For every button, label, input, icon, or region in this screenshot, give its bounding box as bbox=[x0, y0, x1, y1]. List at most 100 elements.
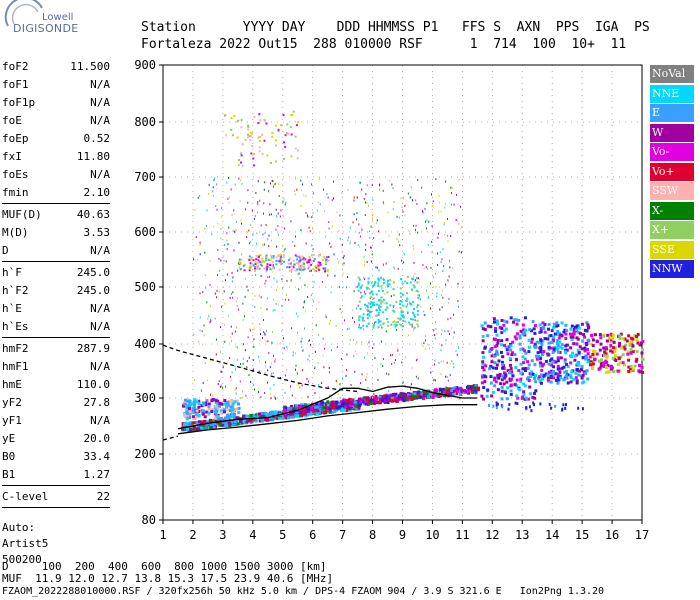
param-row: foEs N/A bbox=[2, 166, 110, 184]
echo-point bbox=[258, 370, 260, 373]
echo-point bbox=[399, 318, 402, 321]
echo-point bbox=[569, 335, 573, 339]
echo-point bbox=[239, 266, 241, 269]
echo-point bbox=[223, 402, 227, 406]
echo-point bbox=[636, 333, 640, 337]
echo-point bbox=[409, 323, 412, 326]
echo-point bbox=[554, 324, 558, 328]
echo-point bbox=[347, 401, 351, 405]
echo-point bbox=[233, 114, 236, 117]
echo-point bbox=[437, 393, 441, 397]
echo-point bbox=[313, 371, 315, 374]
echo-point bbox=[221, 385, 223, 388]
echo-point bbox=[291, 271, 293, 274]
echo-point bbox=[327, 255, 330, 258]
echo-point bbox=[312, 248, 314, 251]
echo-point bbox=[458, 305, 460, 308]
echo-point bbox=[440, 333, 442, 336]
echo-point bbox=[551, 350, 555, 354]
echo-point bbox=[253, 267, 256, 270]
echo-point bbox=[260, 274, 262, 277]
echo-point bbox=[553, 345, 557, 349]
echo-point bbox=[246, 415, 250, 419]
echo-point bbox=[257, 203, 259, 206]
echo-point bbox=[641, 370, 645, 374]
echo-point bbox=[339, 214, 341, 217]
echo-point bbox=[379, 397, 383, 401]
echo-point bbox=[250, 380, 252, 383]
echo-point bbox=[572, 378, 576, 382]
echo-point bbox=[253, 115, 256, 118]
echo-point bbox=[391, 394, 395, 398]
echo-point bbox=[233, 249, 235, 252]
echo-point bbox=[197, 399, 201, 403]
echo-point bbox=[547, 362, 551, 366]
echo-point bbox=[502, 323, 506, 327]
echo-point bbox=[275, 139, 278, 142]
echo-point bbox=[249, 131, 252, 134]
echo-point bbox=[399, 353, 401, 356]
echo-point bbox=[558, 340, 562, 344]
echo-point bbox=[298, 260, 301, 263]
echo-point bbox=[357, 289, 360, 292]
echo-point bbox=[322, 337, 324, 340]
echo-point bbox=[342, 272, 344, 275]
echo-point bbox=[206, 413, 210, 417]
echo-point bbox=[265, 224, 267, 227]
echo-point bbox=[416, 395, 420, 399]
echo-point bbox=[340, 408, 344, 412]
echo-point bbox=[350, 383, 352, 386]
echo-point bbox=[360, 382, 362, 385]
echo-point bbox=[356, 307, 358, 310]
echo-point bbox=[249, 328, 251, 331]
echo-point bbox=[204, 251, 206, 254]
echo-point bbox=[311, 216, 313, 219]
echo-point bbox=[290, 405, 294, 409]
echo-point bbox=[224, 405, 228, 409]
echo-point bbox=[292, 415, 296, 419]
echo-point bbox=[261, 133, 264, 136]
echo-point bbox=[373, 392, 375, 395]
echo-point bbox=[413, 392, 417, 396]
echo-point bbox=[268, 190, 270, 193]
echo-point bbox=[285, 413, 289, 417]
echo-point bbox=[235, 392, 237, 395]
echo-point bbox=[270, 213, 272, 216]
echo-point bbox=[563, 360, 567, 364]
echo-point bbox=[285, 293, 287, 296]
echo-point bbox=[300, 179, 302, 182]
echo-point bbox=[185, 417, 189, 421]
echo-point bbox=[399, 244, 401, 247]
echo-point bbox=[551, 337, 555, 341]
echo-point bbox=[372, 293, 375, 296]
echo-point bbox=[359, 326, 362, 329]
echo-point bbox=[224, 416, 228, 420]
echo-point bbox=[614, 358, 618, 362]
echo-point bbox=[281, 322, 283, 325]
echo-point bbox=[400, 300, 403, 303]
echo-point bbox=[291, 113, 294, 116]
echo-point bbox=[369, 310, 372, 313]
echo-point bbox=[399, 303, 402, 306]
echo-point bbox=[272, 267, 275, 270]
echo-point bbox=[239, 420, 243, 424]
echo-point bbox=[359, 400, 363, 404]
echo-point bbox=[401, 259, 403, 262]
echo-point bbox=[577, 350, 581, 354]
echo-point bbox=[438, 361, 440, 364]
echo-point bbox=[399, 299, 402, 302]
echo-point bbox=[599, 336, 603, 340]
echo-point bbox=[271, 416, 275, 420]
legend-item: X+ bbox=[650, 221, 694, 239]
echo-point bbox=[383, 400, 387, 404]
echo-point bbox=[188, 407, 192, 411]
echo-point bbox=[367, 386, 369, 389]
echo-point bbox=[510, 377, 514, 381]
echo-point bbox=[494, 380, 498, 384]
echo-point bbox=[577, 330, 581, 334]
echo-point bbox=[540, 353, 544, 357]
echo-point bbox=[524, 328, 528, 332]
echo-point bbox=[557, 336, 561, 340]
echo-point bbox=[564, 323, 568, 327]
echo-point bbox=[609, 340, 613, 344]
